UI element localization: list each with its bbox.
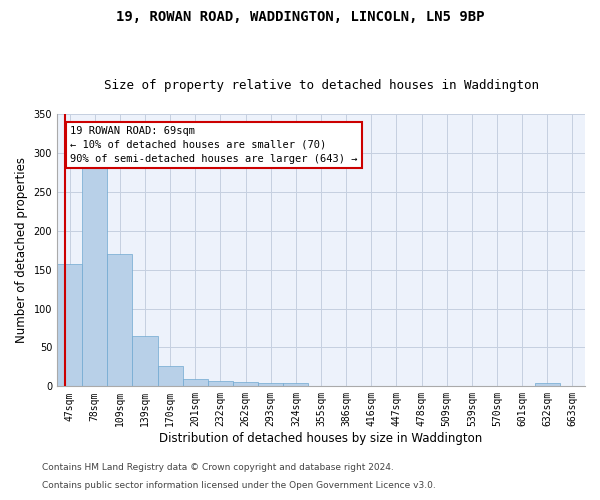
Bar [183,378,208,386]
Bar [82,164,107,386]
Text: 19, ROWAN ROAD, WADDINGTON, LINCOLN, LN5 9BP: 19, ROWAN ROAD, WADDINGTON, LINCOLN, LN5… [116,10,484,24]
Y-axis label: Number of detached properties: Number of detached properties [15,157,28,343]
Bar [233,382,258,386]
X-axis label: Distribution of detached houses by size in Waddington: Distribution of detached houses by size … [160,432,482,445]
Bar [158,366,183,386]
Bar [535,383,560,386]
Bar [283,383,308,386]
Bar [258,383,283,386]
Title: Size of property relative to detached houses in Waddington: Size of property relative to detached ho… [104,79,539,92]
Bar [133,336,158,386]
Text: Contains HM Land Registry data © Crown copyright and database right 2024.: Contains HM Land Registry data © Crown c… [42,464,394,472]
Bar [57,264,82,386]
Text: 19 ROWAN ROAD: 69sqm
← 10% of detached houses are smaller (70)
90% of semi-detac: 19 ROWAN ROAD: 69sqm ← 10% of detached h… [70,126,358,164]
Bar [107,254,133,386]
Text: Contains public sector information licensed under the Open Government Licence v3: Contains public sector information licen… [42,481,436,490]
Bar [208,381,233,386]
